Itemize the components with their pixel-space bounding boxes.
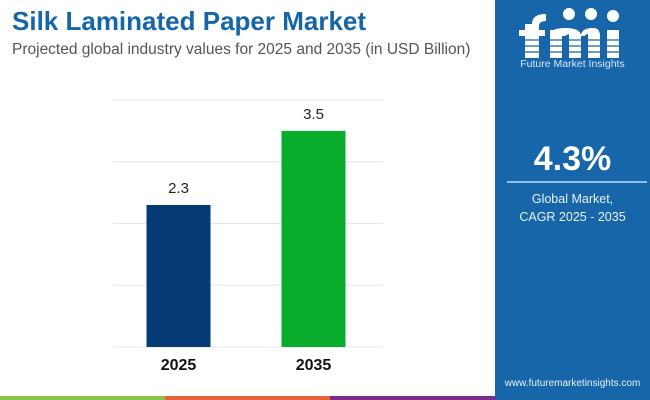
divider bbox=[507, 181, 647, 183]
chart-title: Silk Laminated Paper Market bbox=[12, 6, 367, 36]
bar-2035 bbox=[281, 130, 346, 347]
data-label: 2.3 bbox=[168, 180, 189, 197]
cagr-label: Global Market, CAGR 2025 - 2035 bbox=[495, 190, 650, 226]
fmi-logo bbox=[515, 8, 625, 58]
cagr-label-line2: CAGR 2025 - 2035 bbox=[519, 210, 626, 224]
website-link[interactable]: www.futuremarketinsights.com bbox=[504, 378, 641, 389]
bar-2025 bbox=[146, 204, 211, 347]
footer-strip-purple bbox=[330, 396, 495, 400]
x-tick-label: 2035 bbox=[296, 357, 332, 374]
brand-name: Future Market Insights bbox=[520, 58, 625, 70]
footer-strip-orange bbox=[165, 396, 330, 400]
chart-subtitle: Projected global industry values for 202… bbox=[12, 41, 471, 58]
bar-chart: 2.3 2025 3.5 2035 bbox=[113, 99, 383, 374]
footer-strip-green bbox=[0, 396, 165, 400]
cagr-value: 4.3% bbox=[533, 140, 612, 178]
cagr-label-line1: Global Market, bbox=[531, 192, 614, 206]
data-label: 3.5 bbox=[303, 106, 324, 123]
sidebar-panel: Future Market Insights 4.3% Global Marke… bbox=[495, 0, 650, 400]
x-tick-label: 2025 bbox=[161, 357, 197, 374]
